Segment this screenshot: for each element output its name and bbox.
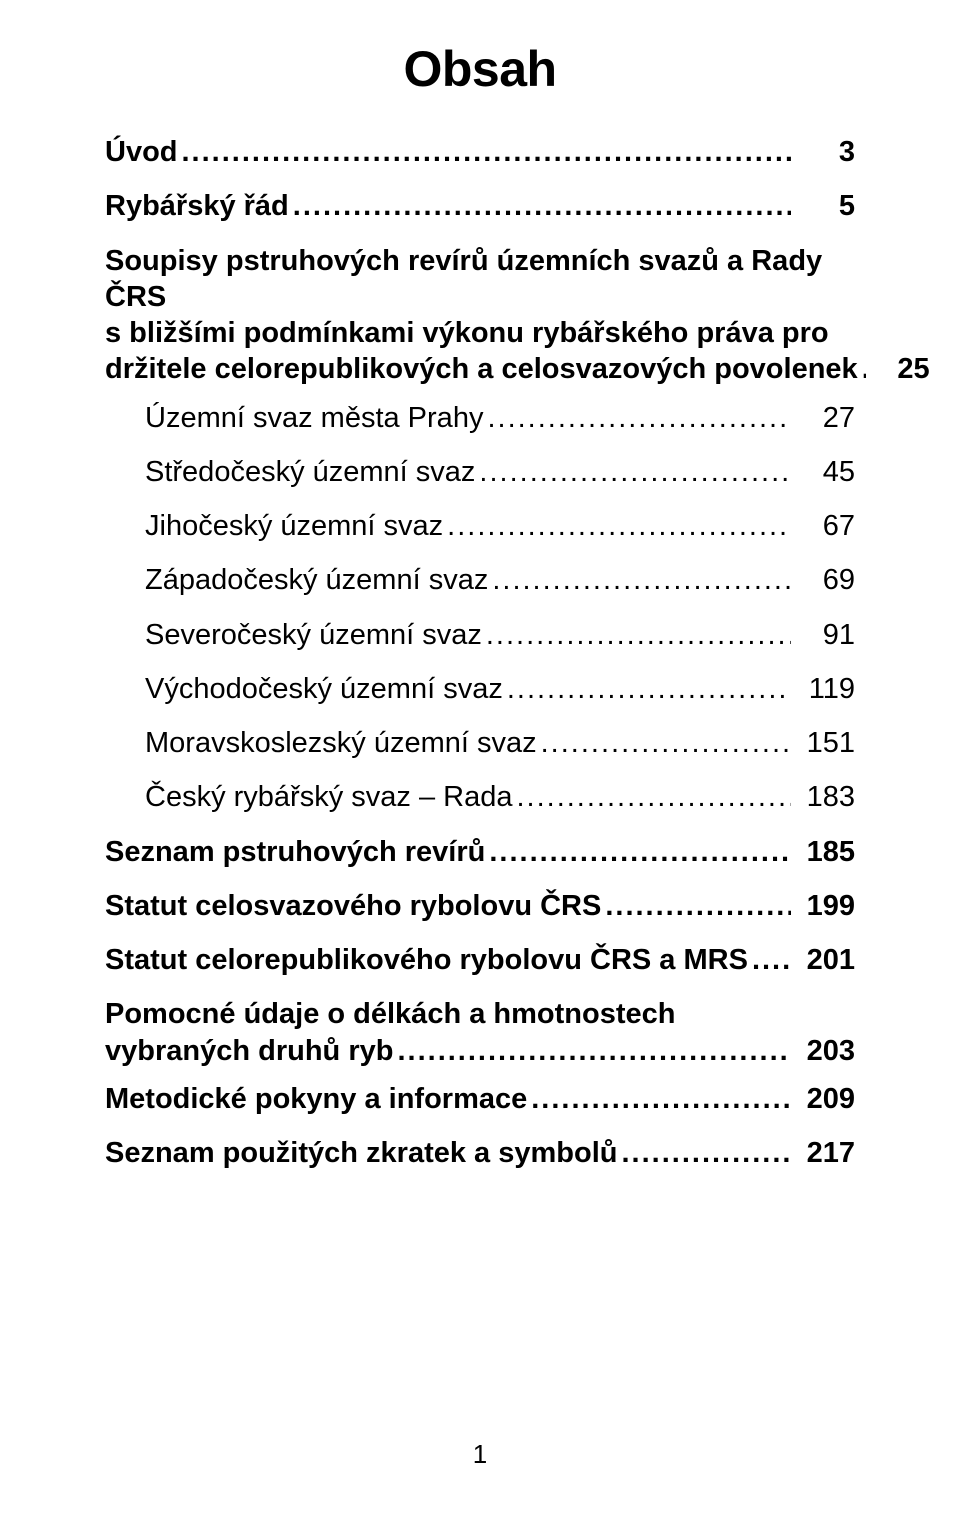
toc-entry-page: 67 [791,508,855,544]
table-of-contents: Úvod ...................................… [105,134,855,1171]
toc-entry-page: 185 [791,834,855,870]
toc-entry-page: 3 [791,134,855,170]
toc-entry-label: Středočeský územní svaz [145,454,475,490]
toc-entry-line: Pomocné údaje o délkách a hmotnostech [105,996,855,1032]
toc-leader-dots: ........................................… [485,834,791,870]
toc-entry: Metodické pokyny a informace ...........… [105,1081,855,1117]
toc-entry-label: Úvod [105,134,178,170]
toc-entry: Jihočeský územní svaz ..................… [105,508,855,544]
toc-leader-dots: ........................................… [393,1033,791,1069]
toc-leader-dots: ........................................… [617,1135,791,1171]
toc-entry-page: 27 [791,400,855,436]
toc-entry-page: 69 [791,562,855,598]
toc-leader-dots: ........................................… [289,188,791,224]
toc-entry-label: Jihočeský územní svaz [145,508,443,544]
toc-entry: Statut celorepublikového rybolovu ČRS a … [105,942,855,978]
toc-entry-label: vybraných druhů ryb [105,1033,393,1069]
toc-leader-dots: ........................................… [443,508,791,544]
toc-entry: Severočeský územní svaz ................… [105,617,855,653]
toc-entry-line: s bližšími podmínkami výkonu rybářského … [105,315,855,351]
page-title: Obsah [105,40,855,98]
page: Obsah Úvod .............................… [0,0,960,1514]
toc-entry-page: 25 [866,351,930,387]
toc-entry-page: 91 [791,617,855,653]
page-number: 1 [0,1439,960,1470]
toc-entry: Východočeský územní svaz ...............… [105,671,855,707]
toc-entry: Moravskoslezský územní svaz ............… [105,725,855,761]
toc-entry-page: 201 [791,942,855,978]
toc-entry-page: 151 [791,725,855,761]
toc-entry-label: Severočeský územní svaz [145,617,482,653]
toc-entry-label: Seznam použitých zkratek a symbolů [105,1135,617,1171]
toc-leader-dots: ........................................… [482,617,791,653]
toc-entry: držitele celorepublikových a celosvazový… [105,351,855,387]
toc-entry: Úvod ...................................… [105,134,855,170]
toc-entry-line: Soupisy pstruhových revírů územních svaz… [105,243,855,316]
toc-entry: Seznam pstruhových revírů ..............… [105,834,855,870]
toc-entry-label: Seznam pstruhových revírů [105,834,485,870]
toc-leader-dots: ........................................… [488,562,791,598]
toc-leader-dots: ........................................… [512,779,791,815]
toc-leader-dots: ........................................… [475,454,791,490]
toc-entry: Seznam použitých zkratek a symbolů .....… [105,1135,855,1171]
toc-entry: Statut celosvazového rybolovu ČRS ......… [105,888,855,924]
toc-entry-label: Východočeský územní svaz [145,671,503,707]
toc-entry-page: 199 [791,888,855,924]
toc-leader-dots: ........................................… [503,671,791,707]
toc-entry-label: Metodické pokyny a informace [105,1081,527,1117]
toc-entry-label: Západočeský územní svaz [145,562,488,598]
toc-leader-dots: ........................................… [601,888,791,924]
toc-entry-label: Český rybářský svaz – Rada [145,779,512,815]
toc-entry-label: Rybářský řád [105,188,289,224]
toc-entry: Západočeský územní svaz ................… [105,562,855,598]
toc-leader-dots: ........................................… [527,1081,791,1117]
toc-entry: Územní svaz města Prahy ................… [105,400,855,436]
toc-leader-dots: ........................................… [537,725,791,761]
toc-entry-label: Statut celorepublikového rybolovu ČRS a … [105,942,748,978]
toc-entry: Středočeský územní svaz ................… [105,454,855,490]
toc-entry-page: 203 [791,1033,855,1069]
toc-entry-label: Moravskoslezský územní svaz [145,725,537,761]
toc-entry-page: 209 [791,1081,855,1117]
toc-entry-page: 45 [791,454,855,490]
toc-leader-dots: ........................................… [483,400,791,436]
toc-entry-label: držitele celorepublikových a celosvazový… [105,351,858,387]
toc-entry-page: 217 [791,1135,855,1171]
toc-entry: Český rybářský svaz – Rada .............… [105,779,855,815]
toc-entry: vybraných druhů ryb ....................… [105,1033,855,1069]
toc-entry-page: 183 [791,779,855,815]
toc-entry-label: Statut celosvazového rybolovu ČRS [105,888,601,924]
toc-entry: Rybářský řád ...........................… [105,188,855,224]
toc-entry-page: 119 [791,671,855,707]
toc-leader-dots: ........................................… [748,942,791,978]
toc-leader-dots: ........................................… [178,134,792,170]
toc-entry-page: 5 [791,188,855,224]
toc-leader-dots: .. [858,351,866,387]
toc-entry-label: Územní svaz města Prahy [145,400,483,436]
